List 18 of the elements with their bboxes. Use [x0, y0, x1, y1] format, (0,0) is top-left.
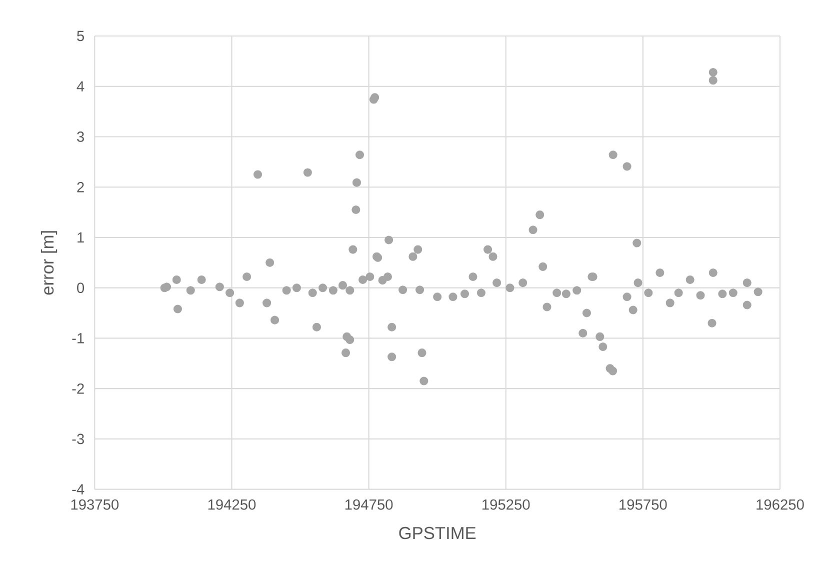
x-tick-label: 195250 [482, 499, 530, 510]
y-tick-label: -3 [72, 434, 84, 444]
y-tick-label: -2 [72, 383, 84, 394]
y-tick-label: 5 [77, 30, 84, 42]
x-axis-title: GPSTIME [399, 526, 476, 540]
y-tick-label: 0 [77, 282, 84, 294]
y-tick-label: -1 [72, 333, 84, 344]
y-tick-label: 1 [78, 232, 84, 243]
y-tick-label: 2 [77, 182, 84, 192]
x-tick-label: 194250 [208, 499, 256, 510]
y-axis-title: error [m] [40, 231, 58, 295]
y-tick-label: 4 [76, 81, 84, 92]
x-tick-label: 196250 [756, 499, 804, 510]
x-tick-label: 195750 [620, 499, 667, 510]
y-tick-label: -4 [72, 484, 84, 494]
x-tick-label: 194750 [345, 499, 393, 510]
y-tick-label: 3 [77, 132, 84, 142]
x-tick-label: 193750 [71, 499, 119, 510]
